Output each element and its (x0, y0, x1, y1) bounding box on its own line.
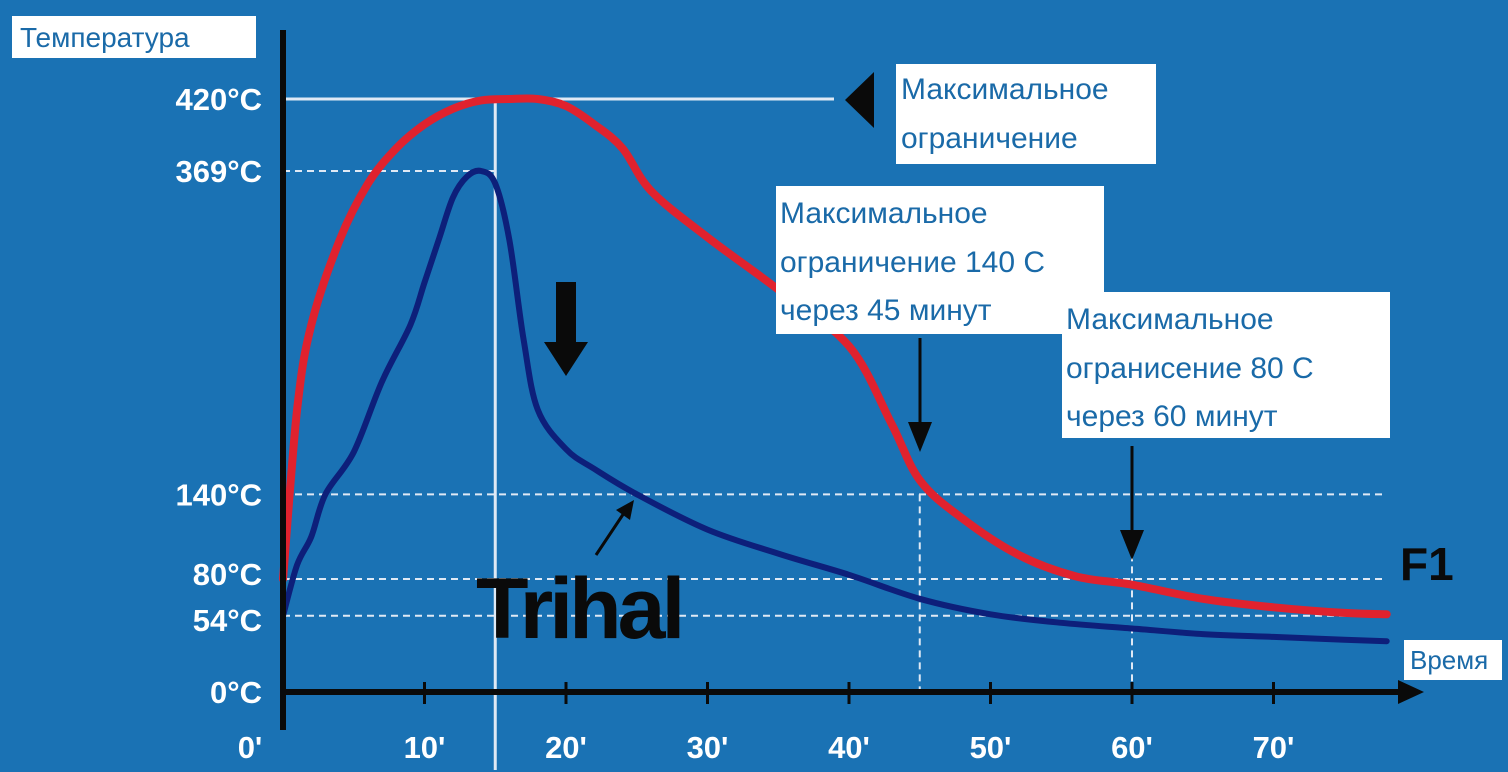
x-axis-arrowhead (1398, 680, 1424, 704)
y-axis-title-text: Температура (20, 22, 190, 53)
arrow-45min-head-icon (908, 422, 932, 452)
vertical-markers (493, 98, 1133, 770)
y-tick-label: 420°C (175, 82, 262, 117)
x-tick-labels: 0' 10' 20' 30' 40' 50' 60' 70' (238, 730, 1295, 765)
arrow-60min-head-icon (1120, 530, 1144, 560)
x-tick-label: 0' (238, 730, 263, 765)
annotation-text: Максимальное (780, 197, 988, 230)
series-label-f1: F1 (1400, 538, 1454, 590)
x-tick-label: 60' (1111, 730, 1153, 765)
trihal-pointer-head-icon (616, 500, 634, 520)
annotation-text: ограничение 140 С (780, 246, 1045, 279)
series-line-f1 (279, 94, 1391, 619)
annotation-arrows (544, 282, 1144, 560)
trihal-pointer-arrow (594, 509, 628, 556)
series-group (279, 94, 1391, 645)
y-tick-label: 0°C (210, 675, 262, 710)
annotation-text: через 60 минут (1066, 400, 1278, 433)
y-tick-label: 140°C (175, 477, 262, 512)
x-tick-label: 10' (404, 730, 446, 765)
x-axis-title: Время (1404, 640, 1502, 680)
annotation-80c-60min: Максимальное огранисение 80 С через 60 м… (1062, 292, 1390, 438)
x-axis-title-text: Время (1410, 645, 1488, 675)
y-tick-label: 54°C (193, 603, 262, 638)
annotation-text: Максимальное (1066, 303, 1274, 336)
annotation-text: через 45 минут (780, 294, 992, 327)
y-axis-title: Температура (12, 16, 256, 58)
x-tick-label: 50' (970, 730, 1012, 765)
series-line-trihal (280, 167, 1390, 645)
x-tick-label: 70' (1253, 730, 1295, 765)
annotation-text: ограничение (901, 122, 1078, 155)
triangle-pointer-icon (845, 72, 874, 128)
annotation-text: огранисение 80 С (1066, 352, 1314, 385)
y-tick-labels: 420°C 369°C 140°C 80°C 54°C 0°C (175, 82, 262, 710)
annotation-max-limit: Максимальное ограничение (845, 64, 1156, 164)
x-tick-marks (423, 682, 1275, 704)
y-tick-label: 80°C (193, 557, 262, 592)
big-down-arrow-icon (544, 282, 588, 376)
y-tick-label: 369°C (175, 154, 262, 189)
x-tick-label: 20' (545, 730, 587, 765)
x-tick-label: 40' (828, 730, 870, 765)
reference-lines (283, 97, 1387, 617)
axes (280, 30, 1424, 730)
x-tick-label: 30' (687, 730, 729, 765)
annotation-140c-45min: Максимальное ограничение 140 С через 45 … (776, 186, 1104, 334)
annotation-text: Максимальное (901, 73, 1109, 106)
series-label-trihal: Trihal (476, 561, 681, 657)
